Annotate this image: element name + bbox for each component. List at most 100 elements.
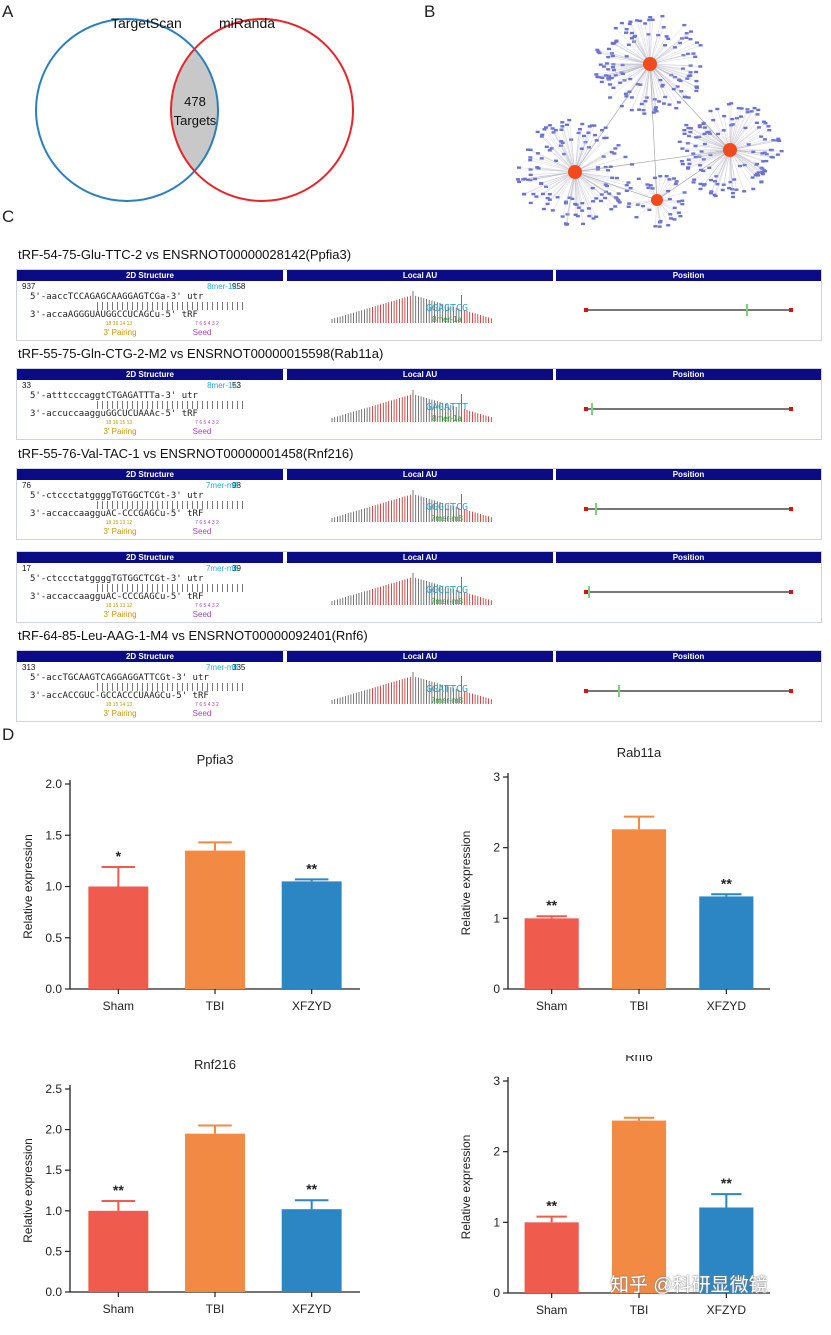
seed-positions: 7 6 5 4 3 2	[182, 702, 232, 708]
edge	[528, 150, 575, 172]
gene-node	[543, 128, 547, 130]
gene-node	[653, 225, 657, 227]
gene-node	[595, 139, 599, 141]
significance-marker: **	[546, 1198, 557, 1214]
gene-node	[687, 96, 691, 98]
gene-node	[677, 101, 681, 103]
gene-node	[594, 197, 598, 199]
y-tick-label: 0.0	[45, 982, 62, 996]
gene-node	[621, 73, 625, 75]
gene-node	[776, 153, 780, 155]
pairing-positions: 18 16 15 13	[99, 420, 139, 426]
gene-node	[617, 192, 621, 194]
gene-node	[556, 196, 560, 198]
significance-marker: **	[721, 1175, 732, 1191]
gene-node	[634, 216, 638, 218]
pairing-positions: 18 15 13 12	[99, 520, 139, 526]
gene-node	[627, 44, 631, 46]
gene-node	[577, 207, 581, 209]
pair-title: tRF-64-85-Leu-AAG-1-M4 vs ENSRNOT0000009…	[18, 628, 368, 643]
position-end	[789, 308, 793, 312]
gene-node	[683, 133, 687, 135]
position-site-marker	[746, 304, 748, 316]
gene-node	[548, 193, 552, 195]
gene-node	[658, 225, 662, 227]
gene-node	[599, 63, 603, 65]
gene-node	[544, 186, 548, 188]
gene-node	[759, 135, 763, 137]
gene-node	[564, 223, 568, 225]
gene-node	[600, 77, 604, 79]
gene-node	[701, 170, 705, 172]
pairing-label: 3' Pairing	[95, 328, 145, 337]
gene-node	[760, 180, 764, 182]
gene-node	[627, 206, 631, 208]
motif-site-type: 8mer-1a	[417, 414, 477, 423]
gene-node	[680, 160, 684, 162]
position-track	[556, 482, 821, 538]
gene-node	[567, 119, 571, 121]
gene-node	[732, 178, 736, 180]
y-tick-label: 1.5	[45, 828, 62, 842]
gene-node	[698, 65, 702, 67]
gene-node	[529, 149, 533, 151]
gene-node	[627, 202, 631, 204]
gene-node	[576, 215, 580, 217]
bar	[699, 896, 753, 989]
gene-node	[695, 41, 699, 43]
y-tick-label: 2	[493, 841, 500, 855]
gene-node	[591, 187, 595, 189]
gene-node	[546, 197, 550, 199]
x-tick-label: XFZYD	[292, 999, 332, 1013]
column-header: 2D Structure	[17, 369, 283, 380]
edge	[575, 148, 615, 172]
significance-marker: *	[116, 848, 122, 864]
gene-node	[651, 19, 655, 21]
chart-title: Ppfia3	[197, 752, 234, 767]
gene-node	[542, 208, 546, 210]
y-tick-label: 2.0	[45, 777, 62, 791]
trf-sequence: 3'-accaAGGGUAUGGCCUCAGCu-5' tRF	[30, 310, 198, 320]
gene-node	[647, 19, 651, 21]
gene-node	[674, 107, 678, 109]
gene-node	[684, 37, 688, 39]
gene-node	[755, 122, 759, 124]
position-end	[789, 590, 793, 594]
gene-node	[546, 203, 550, 205]
position-site-marker	[591, 403, 593, 415]
trf-sequence: 3'-accuccaagguGGCUCUAAAc-5' tRF	[30, 409, 198, 419]
gene-node	[677, 212, 681, 214]
gene-node	[600, 81, 604, 83]
gene-node	[529, 174, 533, 176]
bar	[88, 1211, 148, 1292]
chart-title: Rnf216	[194, 1057, 236, 1072]
gene-node	[565, 124, 569, 126]
gene-node	[608, 96, 612, 98]
gene-node	[608, 83, 612, 85]
position-end	[789, 507, 793, 511]
gene-node	[545, 146, 549, 148]
gene-node	[727, 103, 731, 105]
gene-node	[754, 174, 758, 176]
position-start	[584, 407, 588, 411]
gene-node	[656, 34, 660, 36]
gene-node	[587, 207, 591, 209]
gene-node	[637, 108, 641, 110]
gene-node	[580, 209, 584, 211]
gene-node	[751, 151, 755, 153]
gene-node	[763, 138, 767, 140]
gene-node	[694, 80, 698, 82]
gene-node	[578, 128, 582, 130]
column-header: Local AU	[287, 651, 553, 662]
gene-node	[551, 209, 555, 211]
gene-node	[695, 85, 699, 87]
x-tick-label: TBI	[206, 999, 225, 1013]
position-start	[584, 590, 588, 594]
gene-node	[692, 178, 696, 180]
gene-node	[630, 37, 634, 39]
position-track	[556, 382, 821, 438]
gene-node	[694, 136, 698, 138]
